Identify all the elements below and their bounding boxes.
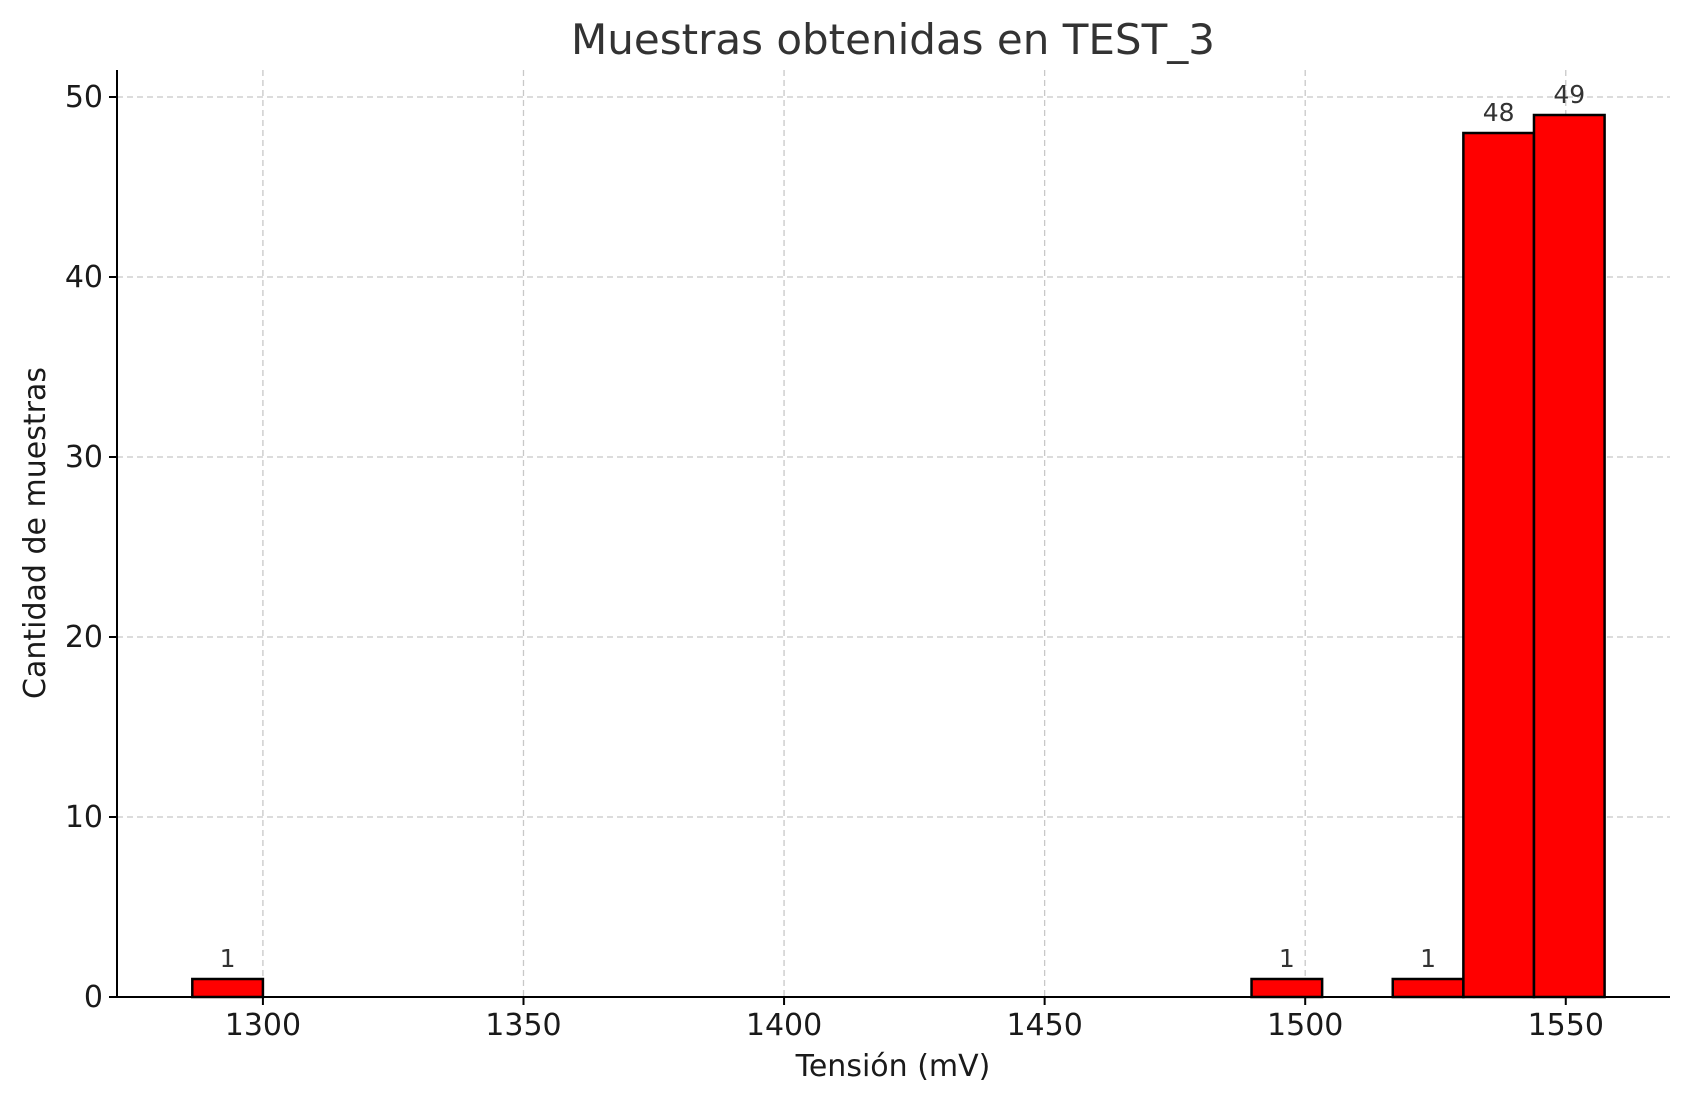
bar-value-label: 1 — [1279, 944, 1295, 973]
y-tick-label: 30 — [65, 440, 103, 475]
y-tick-label: 20 — [65, 620, 103, 655]
grid-layer — [117, 70, 1670, 998]
x-tick-label: 1500 — [1267, 1008, 1343, 1043]
histogram-bar — [1250, 977, 1324, 999]
bar-value-label: 49 — [1553, 80, 1585, 109]
x-tick-label: 1350 — [485, 1008, 561, 1043]
x-tick-label: 1450 — [1006, 1008, 1082, 1043]
y-tick-label: 50 — [65, 80, 103, 115]
y-tick-label: 0 — [84, 980, 103, 1015]
x-axis-label: Tensión (mV) — [795, 1049, 991, 1084]
x-tick-label: 1300 — [225, 1008, 301, 1043]
bar-label-layer: 1 1 1 48 49 — [220, 80, 1586, 973]
bar-layer — [191, 113, 1606, 999]
bar-value-label: 1 — [1420, 944, 1436, 973]
bar-value-label: 1 — [220, 944, 236, 973]
y-axis-label: Cantidad de muestras — [18, 367, 53, 699]
bar-value-label: 48 — [1483, 98, 1515, 127]
histogram-bar — [1391, 977, 1465, 999]
y-tick-label: 40 — [65, 260, 103, 295]
x-tick-label: 1400 — [746, 1008, 822, 1043]
chart-title: Muestras obtenidas en TEST_3 — [571, 15, 1215, 64]
tick-layer: 1300 1350 1400 1450 1500 1550 0 10 20 30 40 50 — [65, 80, 1604, 1043]
axis-layer — [116, 70, 1670, 998]
histogram-bar — [191, 977, 265, 999]
histogram-bar — [1532, 113, 1606, 999]
x-tick-label: 1550 — [1528, 1008, 1604, 1043]
y-tick-label: 10 — [65, 800, 103, 835]
histogram-bar — [1462, 131, 1536, 999]
